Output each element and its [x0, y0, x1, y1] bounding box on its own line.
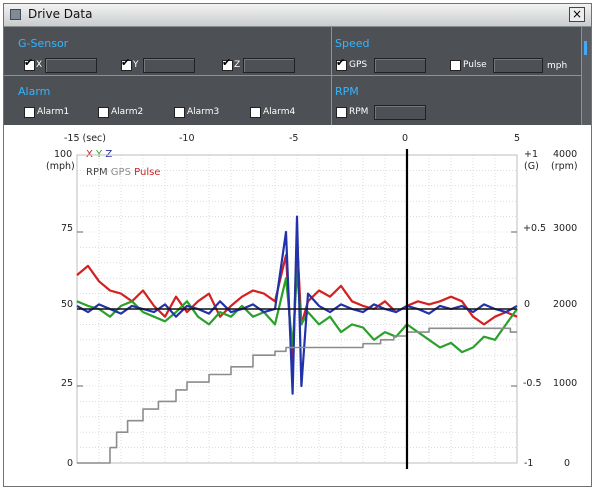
checkbox-gps[interactable]: ✔ [336, 56, 347, 71]
left-axis-tick: 100 [54, 149, 73, 160]
speed-unit: mph [547, 61, 568, 71]
label-x: X [36, 60, 43, 70]
drive-data-chart: -15 (sec) -10 -5 0 5 100 (mph) 75 50 25 … [4, 125, 591, 486]
x-value-field[interactable] [45, 58, 97, 73]
speed-title: Speed [335, 37, 370, 50]
legend-gps: GPS [110, 167, 131, 178]
close-button[interactable]: × [569, 7, 585, 22]
control-panel: G-Sensor ✔ X ✔ Y ✔ Z Speed ✔ GPS Pulse m… [4, 27, 591, 125]
left-axis-tick: 0 [67, 458, 74, 469]
checkbox-alarm2[interactable] [98, 107, 109, 118]
pulse-value-field[interactable] [493, 58, 543, 73]
top-axis-tick: -10 [179, 133, 195, 144]
panel-divider-horizontal [4, 75, 591, 76]
legend-pulse: Pulse [134, 167, 161, 178]
right-axis-g-tick: 0 [524, 299, 531, 310]
y-value-field[interactable] [143, 58, 195, 73]
top-axis-tick: -5 [289, 133, 299, 144]
rpm-value-field[interactable] [374, 105, 426, 120]
checkbox-alarm4[interactable] [250, 107, 261, 118]
top-axis-tick: 5 [514, 133, 521, 144]
right-axis-g-tick: +0.5 [523, 223, 547, 234]
top-axis-label-first: -15 (sec) [64, 133, 106, 144]
checkbox-alarm3[interactable] [174, 107, 185, 118]
check-icon: ✔ [24, 56, 34, 69]
label-alarm4: Alarm4 [263, 107, 296, 117]
panel-right-edge [581, 27, 591, 125]
series-line-y [76, 269, 518, 354]
right-axis-rpm-tick: 4000 [553, 149, 578, 160]
label-gps: GPS [349, 60, 368, 70]
gsensor-title: G-Sensor [18, 37, 69, 50]
left-axis-tick: 75 [61, 223, 74, 234]
legend-row2: RPM GPS Pulse [86, 167, 160, 178]
rpm-title: RPM [335, 85, 359, 98]
label-pulse: Pulse [463, 60, 487, 70]
checkbox-pulse[interactable] [450, 60, 461, 71]
left-axis-tick: 50 [61, 299, 74, 310]
checkbox-alarm1[interactable] [24, 107, 35, 118]
legend-rpm: RPM [86, 167, 108, 178]
check-icon: ✔ [121, 56, 131, 69]
right-axis-g-tick: +1 [524, 149, 539, 160]
gps-value-field[interactable] [374, 58, 426, 73]
left-axis-tick: 25 [61, 378, 74, 389]
z-value-field[interactable] [243, 58, 295, 73]
checkbox-y[interactable]: ✔ [121, 56, 132, 71]
edge-marker [584, 41, 587, 55]
panel-divider-vertical [331, 27, 332, 125]
series-line-z [76, 215, 518, 395]
right-axis-rpm-unit: (rpm) [551, 161, 578, 172]
right-axis-g-tick: -1 [524, 458, 534, 469]
left-axis-unit: (mph) [46, 161, 75, 172]
alarm-title: Alarm [18, 85, 51, 98]
overlay [77, 149, 517, 469]
checkbox-x[interactable]: ✔ [24, 56, 35, 71]
right-axis-rpm-tick: 0 [564, 458, 571, 469]
right-axis-rpm-tick: 3000 [553, 223, 578, 234]
plot-area [76, 149, 518, 469]
series-group [76, 215, 518, 464]
drive-data-window: Drive Data × G-Sensor ✔ X ✔ Y ✔ Z Speed … [3, 3, 592, 487]
window-title: Drive Data [28, 7, 93, 21]
right-axis-g-unit: (G) [524, 161, 539, 172]
checkbox-rpm[interactable] [336, 107, 347, 118]
label-alarm3: Alarm3 [187, 107, 220, 117]
label-rpm: RPM [349, 107, 369, 117]
checkbox-z[interactable]: ✔ [222, 56, 233, 71]
right-axis-rpm-tick: 1000 [553, 378, 578, 389]
window-icon [10, 9, 21, 20]
label-alarm1: Alarm1 [37, 107, 70, 117]
right-axis-rpm-tick: 2000 [553, 299, 578, 310]
check-icon: ✔ [222, 56, 232, 69]
top-axis-tick: 0 [402, 133, 409, 144]
label-alarm2: Alarm2 [111, 107, 144, 117]
check-icon: ✔ [336, 56, 346, 69]
right-axis-g-tick: -0.5 [523, 378, 542, 389]
series-line-rpm [77, 327, 517, 464]
title-bar[interactable]: Drive Data × [4, 4, 591, 27]
label-z: Z [234, 60, 241, 70]
label-y: Y [133, 60, 139, 70]
